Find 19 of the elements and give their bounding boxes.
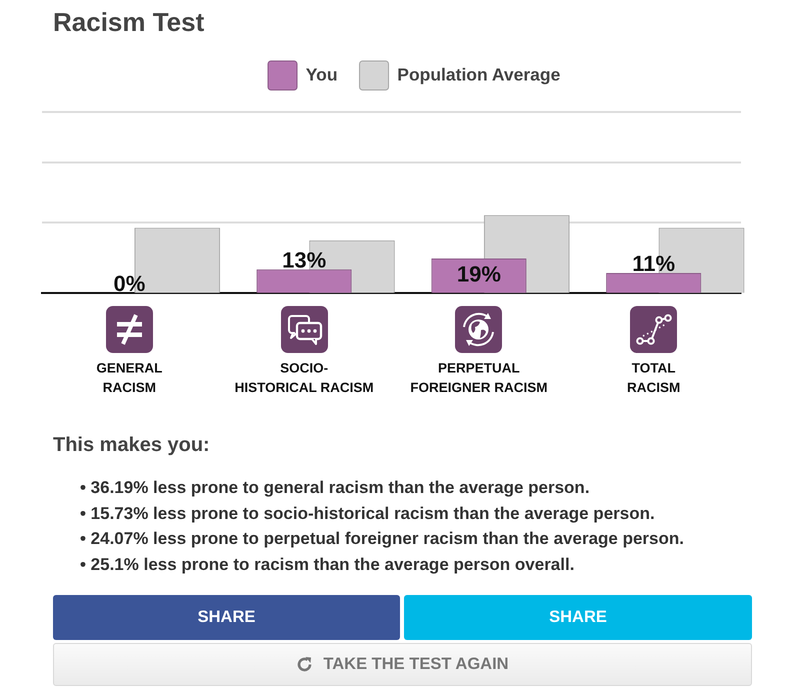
text: • 24.07% less prone to perpetual foreigner racism than the average person. <box>80 528 685 550</box>
x-tick-label: TOTAL RACISM <box>627 360 680 395</box>
text: This makes you: <box>53 433 211 457</box>
retry-button: TAKE THE TEST AGAIN <box>53 643 752 686</box>
chart-title: Racism Test <box>53 6 204 39</box>
x-tick-label: SOCIO-HISTORICAL RACISM <box>234 360 374 395</box>
share-button: SHARE <box>53 595 400 640</box>
legend-label: Population Average <box>397 64 561 84</box>
data-label: 19% <box>456 261 501 286</box>
text: • 25.1% less prone to racism than the average person overall. <box>80 554 576 576</box>
data-label: 11% <box>632 250 676 276</box>
text: • 36.19% less prone to general racism than the average person. <box>80 477 591 499</box>
x-tick-label: PERPETUAL FOREIGNER RACISM <box>410 360 548 395</box>
data-label: 0% <box>113 270 146 296</box>
legend-label: You <box>306 64 338 84</box>
share-button: SHARE <box>404 595 752 640</box>
data-label: 13% <box>282 247 326 272</box>
text: • 15.73% less prone to socio-historical racism than the average person. <box>80 502 656 525</box>
x-tick-label: GENERAL RACISM <box>96 360 162 395</box>
